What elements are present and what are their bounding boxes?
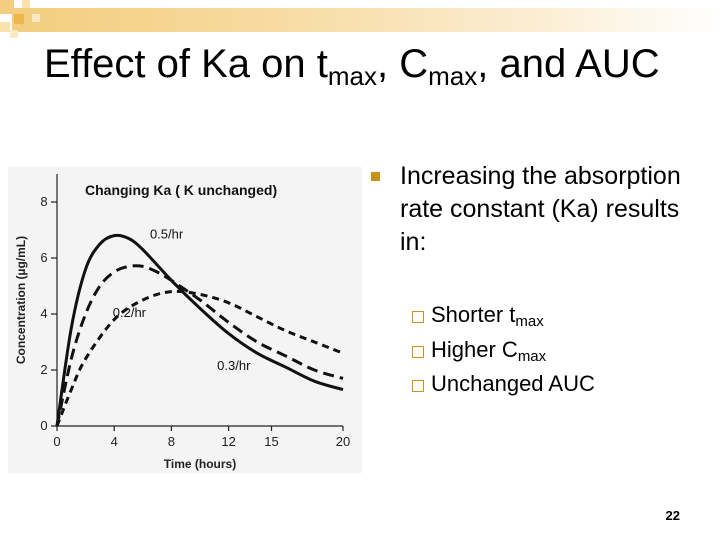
y-tick-label: 6 — [40, 250, 47, 265]
corner-square-1 — [0, 0, 14, 14]
y-tick-label: 2 — [40, 362, 47, 377]
checkbox-bullet-icon — [412, 346, 424, 358]
sub-bullet-subscript: max — [517, 348, 547, 365]
page-number: 22 — [665, 508, 680, 523]
checkbox-bullet-icon — [412, 311, 424, 323]
series-line-3 — [55, 289, 344, 427]
x-axis-title: Time (hours) — [164, 457, 236, 471]
curve-annotation: 0.5/hr — [150, 226, 184, 241]
chart-svg: 0 2 4 6 8 0 4 8 12 15 20 Time (hours) Concentration … — [14, 174, 350, 471]
x-tick-label: 15 — [264, 434, 278, 449]
concentration-chart: 0 2 4 6 8 0 4 8 12 15 20 Time (hours) Concentration … — [8, 167, 362, 473]
x-tick-label: 8 — [168, 434, 175, 449]
sub-bullet-subscript: max — [515, 313, 544, 330]
square-bullet-icon — [371, 172, 380, 181]
main-bullet-text: Increasing the absorption rate constant … — [400, 162, 681, 256]
sub-bullet-shorter-tmax: Shorter tmax — [412, 298, 698, 332]
corner-square-2 — [14, 14, 24, 24]
x-tick-label: 20 — [336, 434, 350, 449]
curve-annotation: 0.2/hr — [113, 305, 147, 320]
x-tick-label: 12 — [221, 434, 235, 449]
sub-bullet-text: Unchanged AUC — [431, 371, 595, 396]
series-line-1 — [55, 233, 344, 427]
corner-square-3 — [0, 22, 10, 32]
sub-bullet-higher-cmax: Higher Cmax — [412, 333, 698, 367]
corner-square-5 — [32, 14, 40, 22]
y-axis-title: Concentration (µg/mL) — [14, 236, 28, 364]
y-tick-label: 0 — [40, 418, 47, 433]
checkbox-bullet-icon — [412, 380, 424, 392]
corner-square-4 — [22, 0, 30, 8]
sub-bullet-text: Shorter t — [431, 302, 516, 327]
curve-annotation: 0.3/hr — [217, 358, 251, 373]
x-tick-label: 4 — [111, 434, 118, 449]
corner-square-6 — [10, 30, 18, 38]
y-tick-label: 8 — [40, 194, 47, 209]
sub-bullet-unchanged-auc: Unchanged AUC — [412, 367, 698, 401]
y-tick-label: 4 — [40, 306, 47, 321]
chart-title: Changing Ka ( K unchanged) — [85, 182, 277, 198]
series-line-2 — [55, 264, 344, 427]
sub-bullet-text: Higher C — [431, 337, 518, 362]
slide-title: Effect of Ka on tmax, Cmax, and AUC — [44, 42, 660, 91]
title-accent-bar — [12, 8, 720, 32]
x-tick-label: 0 — [53, 434, 60, 449]
